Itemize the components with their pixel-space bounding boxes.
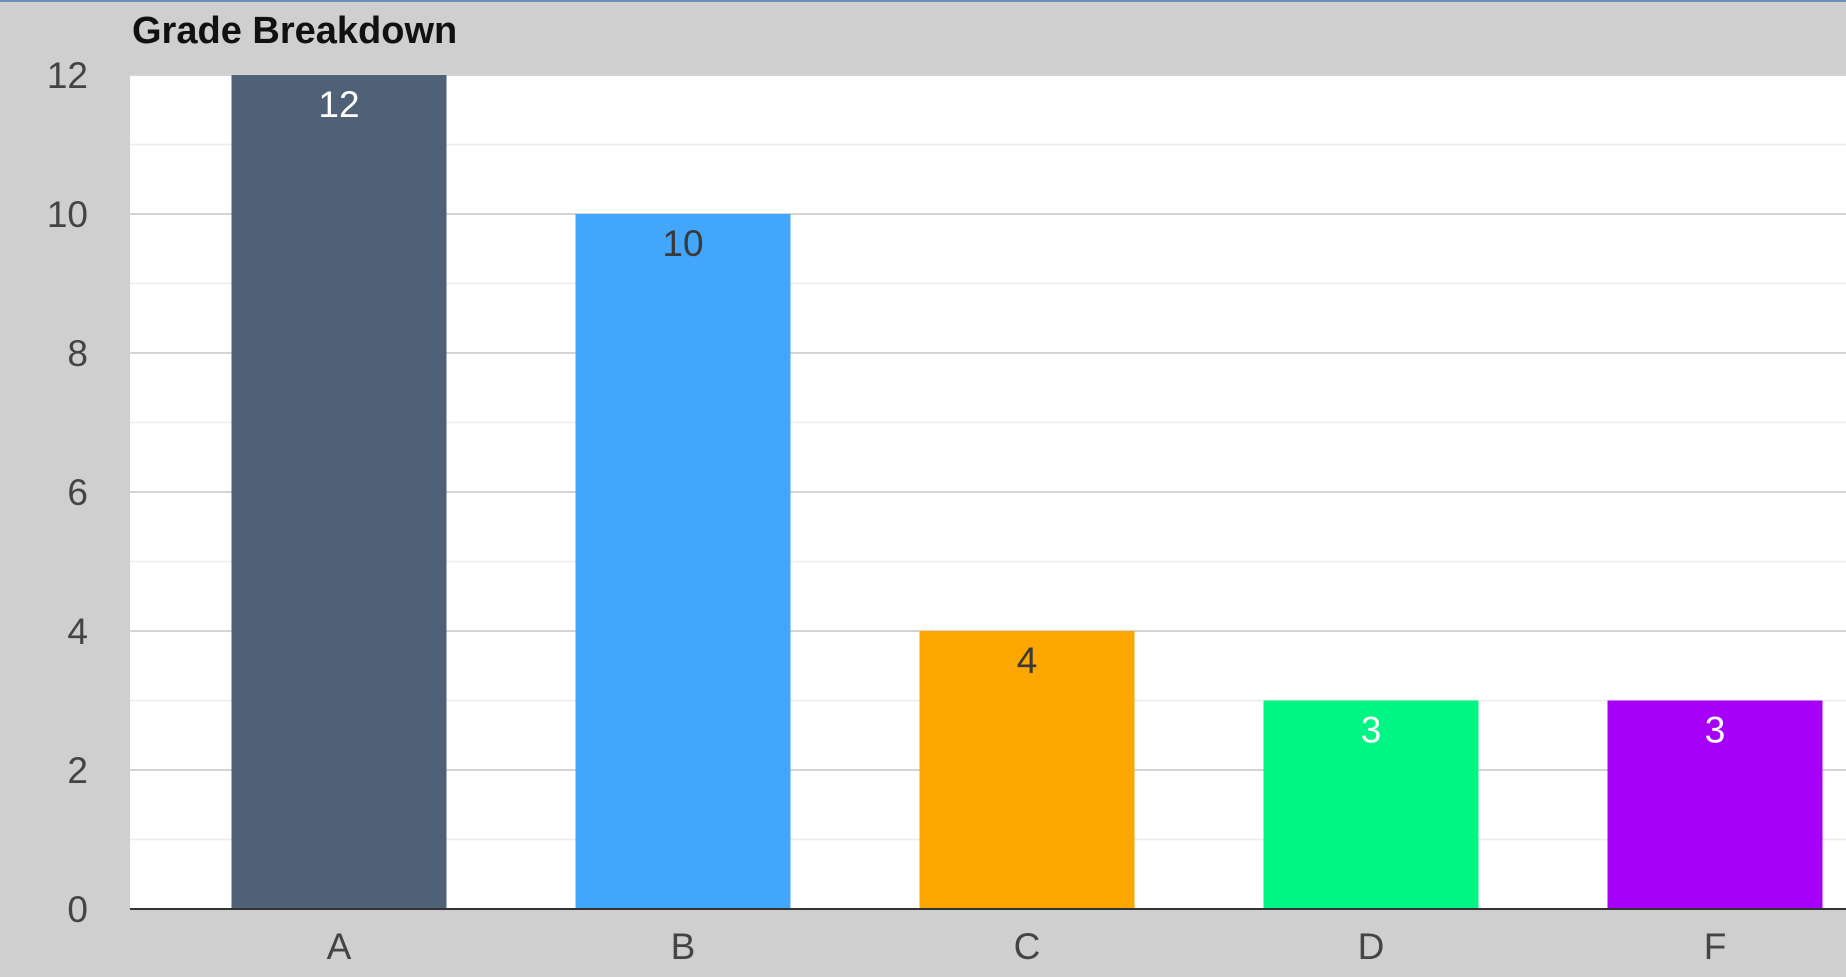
y-tick-label: 4 xyxy=(67,611,88,652)
y-tick-label: 12 xyxy=(47,55,88,96)
bar-c[interactable] xyxy=(919,631,1135,909)
x-tick-label: F xyxy=(1704,926,1727,967)
bar-b[interactable] xyxy=(575,214,791,909)
y-tick-label: 6 xyxy=(67,472,88,513)
bar-f[interactable] xyxy=(1607,700,1823,910)
data-label-a: 12 xyxy=(318,84,359,125)
x-tick-label: B xyxy=(671,926,696,967)
y-axis-ticks: 0 2 4 6 8 10 12 xyxy=(47,55,88,930)
bar-d[interactable] xyxy=(1263,700,1479,910)
y-tick-label: 10 xyxy=(47,194,88,235)
bar-a[interactable] xyxy=(231,75,447,909)
data-label-c: 4 xyxy=(1017,640,1038,681)
y-tick-label: 0 xyxy=(67,889,88,930)
x-tick-label: D xyxy=(1358,926,1385,967)
data-label-f: 3 xyxy=(1705,710,1726,751)
bars xyxy=(231,75,1823,910)
x-tick-label: A xyxy=(327,926,352,967)
chart-title: Grade Breakdown xyxy=(132,10,458,52)
data-label-d: 3 xyxy=(1361,710,1382,751)
data-labels: 12 10 4 3 3 xyxy=(318,84,1725,751)
y-tick-label: 8 xyxy=(67,333,88,374)
data-label-b: 10 xyxy=(662,223,703,264)
x-tick-label: C xyxy=(1014,926,1041,967)
y-tick-label: 2 xyxy=(67,750,88,791)
